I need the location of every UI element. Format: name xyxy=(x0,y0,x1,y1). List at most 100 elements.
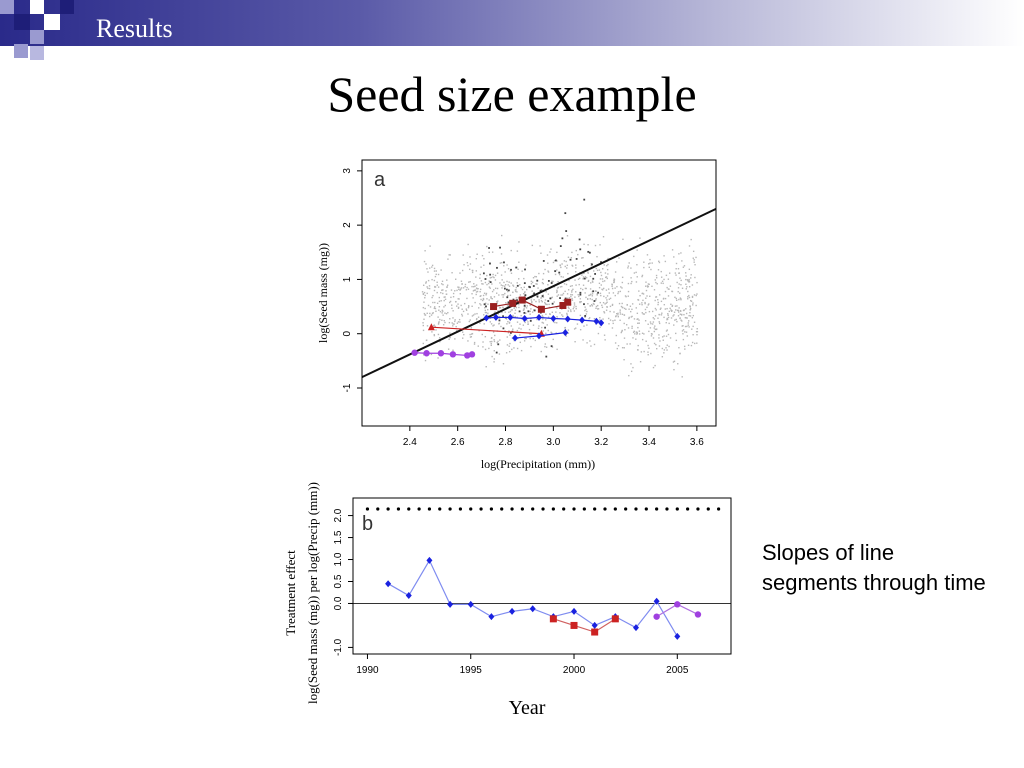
y-axis-ticks: -1 0 1 2 3 xyxy=(342,168,362,392)
background-point xyxy=(668,322,670,325)
background-point xyxy=(652,366,655,369)
series-point xyxy=(564,315,571,323)
background-point xyxy=(668,288,670,290)
background-point xyxy=(617,314,619,316)
background-point xyxy=(435,270,437,272)
background-point xyxy=(647,354,649,356)
background-point xyxy=(602,236,605,238)
background-point xyxy=(682,338,685,341)
background-point xyxy=(538,299,540,301)
background-point xyxy=(424,307,426,310)
background-point xyxy=(519,284,521,286)
highlight-point xyxy=(565,230,568,232)
background-point xyxy=(652,317,655,319)
background-point xyxy=(430,353,433,356)
background-point xyxy=(619,309,621,311)
background-point xyxy=(491,251,494,253)
background-point xyxy=(509,310,512,313)
background-point xyxy=(676,320,678,323)
background-point xyxy=(530,283,533,285)
background-point xyxy=(641,312,644,314)
background-point xyxy=(482,346,484,348)
background-point xyxy=(479,290,481,293)
background-point xyxy=(556,289,558,291)
background-point xyxy=(678,307,680,309)
series-point xyxy=(427,323,435,331)
panel-label-a: a xyxy=(374,169,386,191)
background-point xyxy=(426,286,428,288)
background-point xyxy=(531,244,534,247)
background-point xyxy=(425,263,427,265)
background-point xyxy=(494,311,496,313)
highlight-point xyxy=(512,298,515,301)
background-point xyxy=(681,287,684,289)
background-point xyxy=(470,333,473,335)
background-point xyxy=(660,270,662,273)
background-point xyxy=(541,321,543,324)
background-point xyxy=(631,325,633,328)
background-point xyxy=(631,303,634,305)
background-point xyxy=(497,313,499,315)
background-point xyxy=(423,318,425,320)
background-point xyxy=(647,263,650,265)
background-point xyxy=(539,245,541,247)
background-point xyxy=(454,290,456,292)
background-point xyxy=(483,258,485,260)
background-point xyxy=(687,298,689,300)
background-point xyxy=(679,317,681,320)
background-point xyxy=(643,266,645,269)
background-point xyxy=(614,294,616,297)
background-point xyxy=(619,319,621,322)
background-point xyxy=(459,272,461,274)
background-point xyxy=(603,312,606,314)
background-point xyxy=(547,262,549,264)
background-point xyxy=(646,285,649,287)
background-point xyxy=(633,318,636,320)
background-point xyxy=(670,317,673,319)
background-point xyxy=(599,292,602,295)
background-point xyxy=(517,337,519,340)
background-point xyxy=(433,279,436,282)
background-point xyxy=(605,302,608,304)
background-point xyxy=(509,342,511,345)
background-point xyxy=(687,324,690,326)
background-point xyxy=(644,302,646,305)
highlight-point xyxy=(550,345,553,348)
background-point xyxy=(574,296,576,298)
background-point xyxy=(649,258,651,261)
highlight-point xyxy=(529,319,532,322)
background-point xyxy=(568,307,570,310)
background-point xyxy=(530,317,532,320)
background-point xyxy=(654,325,656,327)
background-point xyxy=(491,290,494,293)
y-tick-label: 3 xyxy=(342,168,353,174)
background-point xyxy=(425,339,428,341)
background-point xyxy=(658,337,660,339)
series-point xyxy=(509,299,517,307)
background-point xyxy=(426,292,428,295)
background-point xyxy=(636,249,638,251)
highlight-point xyxy=(518,310,521,313)
background-point xyxy=(588,294,590,297)
background-point xyxy=(482,294,485,297)
background-point xyxy=(454,320,456,323)
background-point xyxy=(681,260,683,262)
background-point xyxy=(575,284,577,286)
background-point xyxy=(440,283,443,285)
background-point xyxy=(537,287,539,289)
background-point xyxy=(541,314,544,317)
background-point xyxy=(628,316,630,319)
background-point xyxy=(468,320,471,323)
background-point xyxy=(645,340,647,342)
background-point xyxy=(529,310,531,313)
background-point xyxy=(475,276,477,278)
background-point xyxy=(524,291,526,293)
background-point xyxy=(611,303,614,306)
background-point xyxy=(670,303,672,305)
background-point xyxy=(588,317,591,319)
series-point xyxy=(529,605,536,613)
background-point xyxy=(542,272,545,275)
background-point xyxy=(653,342,656,345)
background-point xyxy=(586,324,588,326)
background-point xyxy=(492,325,494,327)
